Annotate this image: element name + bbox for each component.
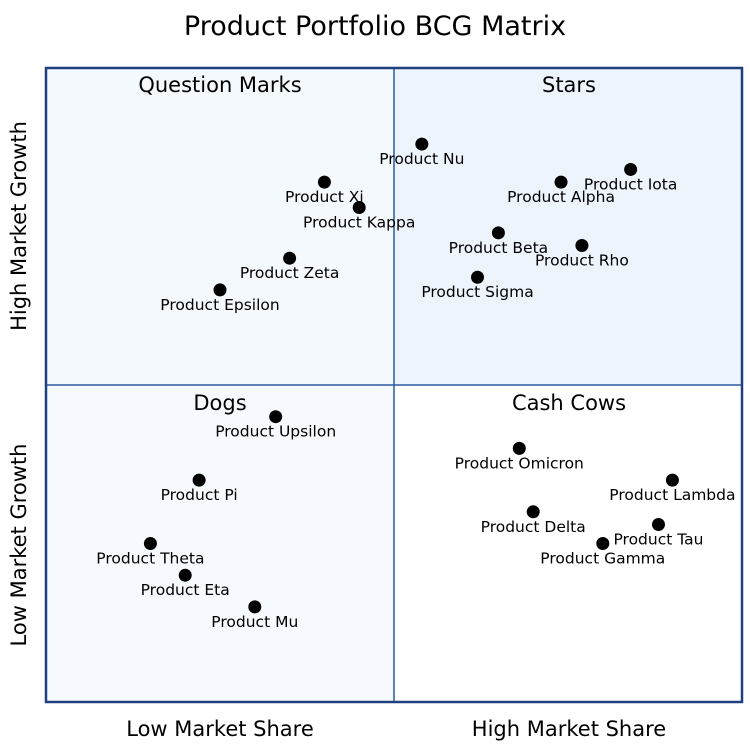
quadrant-label-dogs: Dogs [193, 391, 246, 415]
point-marker-product-omicron [512, 441, 526, 455]
quadrant-stars-bg [394, 68, 742, 385]
point-label-product-xi: Product Xi [285, 188, 364, 206]
point-label-product-sigma: Product Sigma [421, 283, 533, 301]
point-marker-product-alpha [554, 175, 568, 189]
y-axis-label-low: Low Market Growth [7, 444, 31, 647]
y-axis-label-high: High Market Growth [7, 121, 31, 331]
point-marker-product-epsilon [213, 283, 227, 297]
point-marker-product-xi [317, 175, 331, 189]
quadrant-label-cash-cows: Cash Cows [512, 391, 626, 415]
point-label-product-alpha: Product Alpha [507, 188, 615, 206]
point-marker-product-beta [491, 226, 505, 240]
quadrant-dogs-bg [46, 385, 394, 702]
point-marker-product-delta [526, 505, 540, 519]
point-label-product-omicron: Product Omicron [455, 454, 584, 472]
point-marker-product-iota [624, 162, 638, 176]
x-axis-label-high: High Market Share [472, 717, 666, 741]
x-axis-label-low: Low Market Share [126, 717, 314, 741]
point-label-product-tau: Product Tau [613, 530, 703, 548]
quadrant-label-question-marks: Question Marks [138, 73, 301, 97]
point-marker-product-eta [178, 568, 192, 582]
point-marker-product-rho [575, 239, 589, 253]
point-label-product-lambda: Product Lambda [609, 486, 735, 504]
point-marker-product-zeta [283, 251, 297, 265]
plot-area [44, 66, 744, 704]
point-label-product-epsilon: Product Epsilon [160, 296, 279, 314]
point-label-product-delta: Product Delta [481, 518, 586, 536]
point-marker-product-tau [651, 517, 665, 531]
point-label-product-mu: Product Mu [211, 613, 298, 631]
point-marker-product-sigma [471, 270, 485, 284]
quadrant-cash-cows-bg [394, 385, 742, 702]
point-marker-product-gamma [596, 537, 610, 550]
point-marker-product-pi [192, 473, 206, 487]
quadrant-label-stars: Stars [542, 73, 596, 97]
plot-frame [44, 66, 744, 704]
point-label-product-rho: Product Rho [535, 252, 629, 270]
point-marker-product-kappa [352, 200, 366, 214]
point-label-product-upsilon: Product Upsilon [215, 423, 336, 441]
point-label-product-beta: Product Beta [449, 239, 549, 257]
point-marker-product-nu [415, 137, 429, 151]
point-label-product-zeta: Product Zeta [240, 264, 340, 282]
point-marker-product-lambda [665, 473, 679, 487]
point-label-product-pi: Product Pi [161, 486, 238, 504]
point-label-product-eta: Product Eta [141, 581, 230, 599]
point-label-product-nu: Product Nu [379, 150, 464, 168]
point-marker-product-mu [248, 600, 262, 614]
point-label-product-gamma: Product Gamma [540, 550, 665, 568]
quadrant-question-marks-bg [46, 68, 394, 385]
point-marker-product-theta [143, 537, 157, 550]
point-label-product-iota: Product Iota [584, 175, 677, 193]
point-label-product-theta: Product Theta [96, 550, 204, 568]
chart-title: Product Portfolio BCG Matrix [184, 11, 566, 42]
point-label-product-kappa: Product Kappa [303, 213, 415, 231]
point-marker-product-upsilon [269, 410, 283, 424]
